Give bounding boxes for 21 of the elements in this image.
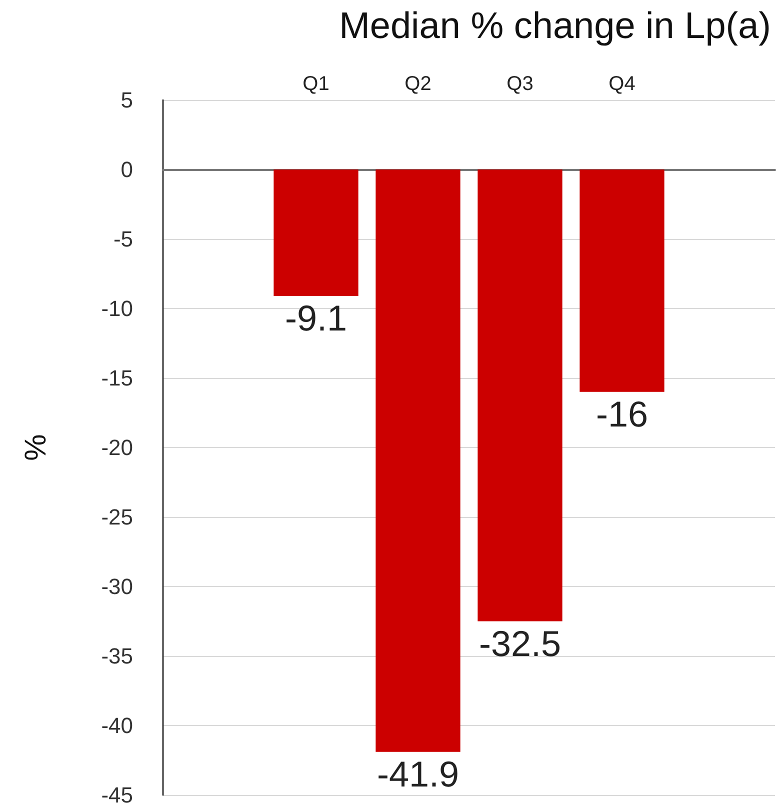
y-tick-label: -20 <box>101 435 133 460</box>
x-tick-label: Q3 <box>506 73 534 95</box>
y-tick-label: -40 <box>101 713 133 738</box>
x-tick-label: Q2 <box>404 73 432 95</box>
data-label: -9.1 <box>284 297 348 338</box>
data-label: -41.9 <box>376 753 460 794</box>
data-label: -16 <box>596 393 648 434</box>
y-tick-label: -45 <box>101 782 133 808</box>
y-axis-title: % <box>20 434 52 461</box>
data-label: -32.5 <box>478 622 562 664</box>
y-tick-label: -5 <box>113 226 133 252</box>
y-tick-label: -10 <box>101 296 133 321</box>
y-tick-label: 5 <box>120 88 133 112</box>
chart-title: Median % change in Lp(a) <box>339 5 772 46</box>
y-tick-label: -30 <box>101 574 133 599</box>
x-tick-label: Q4 <box>608 73 636 95</box>
x-tick-label: Q1 <box>302 73 330 95</box>
y-tick-label: 0 <box>120 157 133 182</box>
y-tick-label: -25 <box>101 504 133 530</box>
y-tick-label: -35 <box>101 644 133 668</box>
y-tick-label: -15 <box>101 366 133 390</box>
